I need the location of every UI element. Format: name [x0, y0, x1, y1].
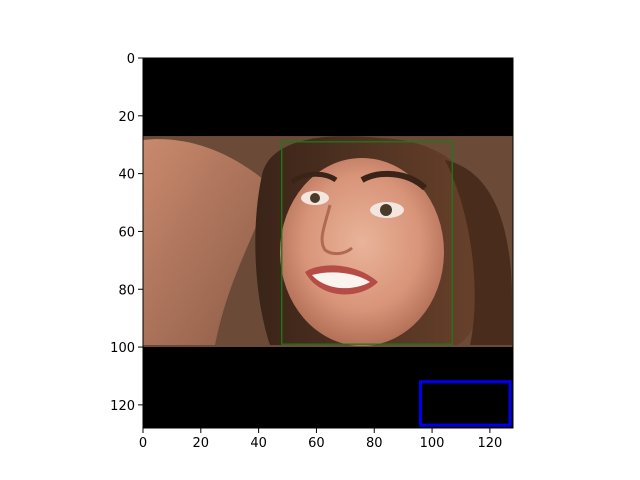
x-tick-label: 120	[477, 436, 502, 451]
x-tick-label: 40	[250, 436, 267, 451]
y-axis-ticks: 0 20 40 60 80 100 120	[110, 52, 143, 414]
x-tick-label: 100	[420, 436, 445, 451]
face-bounding-box	[281, 141, 453, 345]
x-axis-ticks: 0 20 40 60 80 100 120	[139, 428, 502, 451]
y-tick-label: 120	[110, 399, 135, 414]
eyebrow-left	[290, 171, 338, 185]
iris-right	[380, 204, 392, 216]
y-tick-label: 20	[118, 110, 135, 125]
y-tick-label: 0	[127, 52, 135, 67]
iris-left	[310, 193, 320, 203]
y-tick-label: 100	[110, 341, 135, 356]
x-tick-label: 0	[139, 436, 147, 451]
hair-right-shape	[445, 160, 512, 345]
x-tick-label: 60	[308, 436, 325, 451]
x-tick-label: 20	[193, 436, 210, 451]
y-tick-label: 60	[118, 225, 135, 240]
x-tick-label: 80	[366, 436, 383, 451]
axes-frame	[142, 57, 514, 429]
y-tick-label: 40	[118, 168, 135, 183]
teeth-shape	[312, 272, 370, 289]
eyebrow-right	[360, 170, 428, 191]
arm-shape	[143, 139, 270, 345]
blue-bounding-box	[419, 380, 512, 427]
nose-shape	[320, 204, 353, 256]
face-shape	[280, 158, 444, 346]
y-tick-label: 80	[118, 283, 135, 298]
face-photo	[143, 136, 513, 348]
